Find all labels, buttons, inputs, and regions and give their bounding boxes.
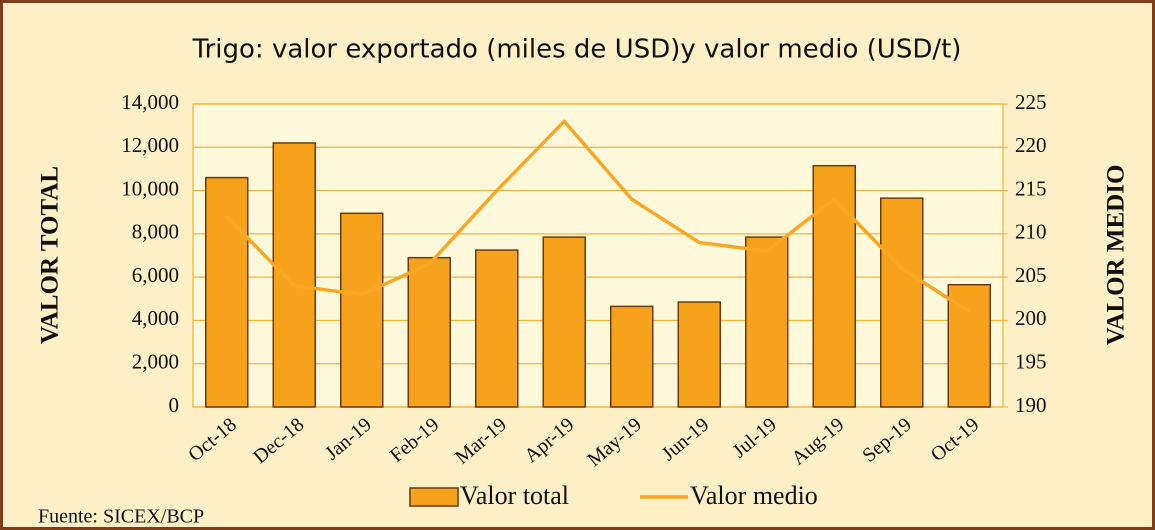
y2-tick-label: 195 <box>1015 350 1047 374</box>
bar <box>677 301 721 408</box>
bar <box>205 176 249 408</box>
plot-border <box>192 103 1004 408</box>
bar <box>272 142 316 408</box>
legend-swatch <box>409 487 459 507</box>
bar <box>745 236 789 408</box>
bar <box>542 236 586 408</box>
chart-title: Trigo: valor exportado (miles de USD)y v… <box>192 35 962 65</box>
y2-tick-label: 225 <box>1015 90 1047 114</box>
y2-tick-label: 210 <box>1015 220 1047 244</box>
bar <box>880 197 924 408</box>
y2-tick-label: 205 <box>1015 263 1047 287</box>
bar <box>340 212 384 408</box>
source-note: Fuente: SICEX/BCP <box>38 506 204 528</box>
bar <box>947 283 991 408</box>
line <box>225 119 971 314</box>
y2-axis-label: VALOR MEDIO <box>1103 165 1130 346</box>
y-tick-label: 0 <box>169 393 180 417</box>
y-tick-label: 12,000 <box>121 133 179 157</box>
y-axis-label: VALOR TOTAL <box>37 166 64 344</box>
bar <box>407 256 451 408</box>
bar <box>475 249 519 408</box>
y-tick-label: 8,000 <box>132 220 179 244</box>
y-tick-label: 6,000 <box>132 263 179 287</box>
y2-tick-label: 220 <box>1015 133 1047 157</box>
plot-area <box>193 104 1003 407</box>
y-tick-label: 2,000 <box>132 350 179 374</box>
y2-tick-label: 215 <box>1015 176 1047 200</box>
y2-tick-label: 200 <box>1015 306 1047 330</box>
y-tick-label: 4,000 <box>132 306 179 330</box>
bar <box>812 164 856 408</box>
legend-label: Valor total <box>460 481 569 510</box>
y2-tick-label: 190 <box>1015 393 1047 417</box>
legend-label: Valor medio <box>690 481 818 510</box>
bar <box>610 305 654 408</box>
y-tick-label: 10,000 <box>121 176 179 200</box>
y-tick-label: 14,000 <box>121 90 179 114</box>
